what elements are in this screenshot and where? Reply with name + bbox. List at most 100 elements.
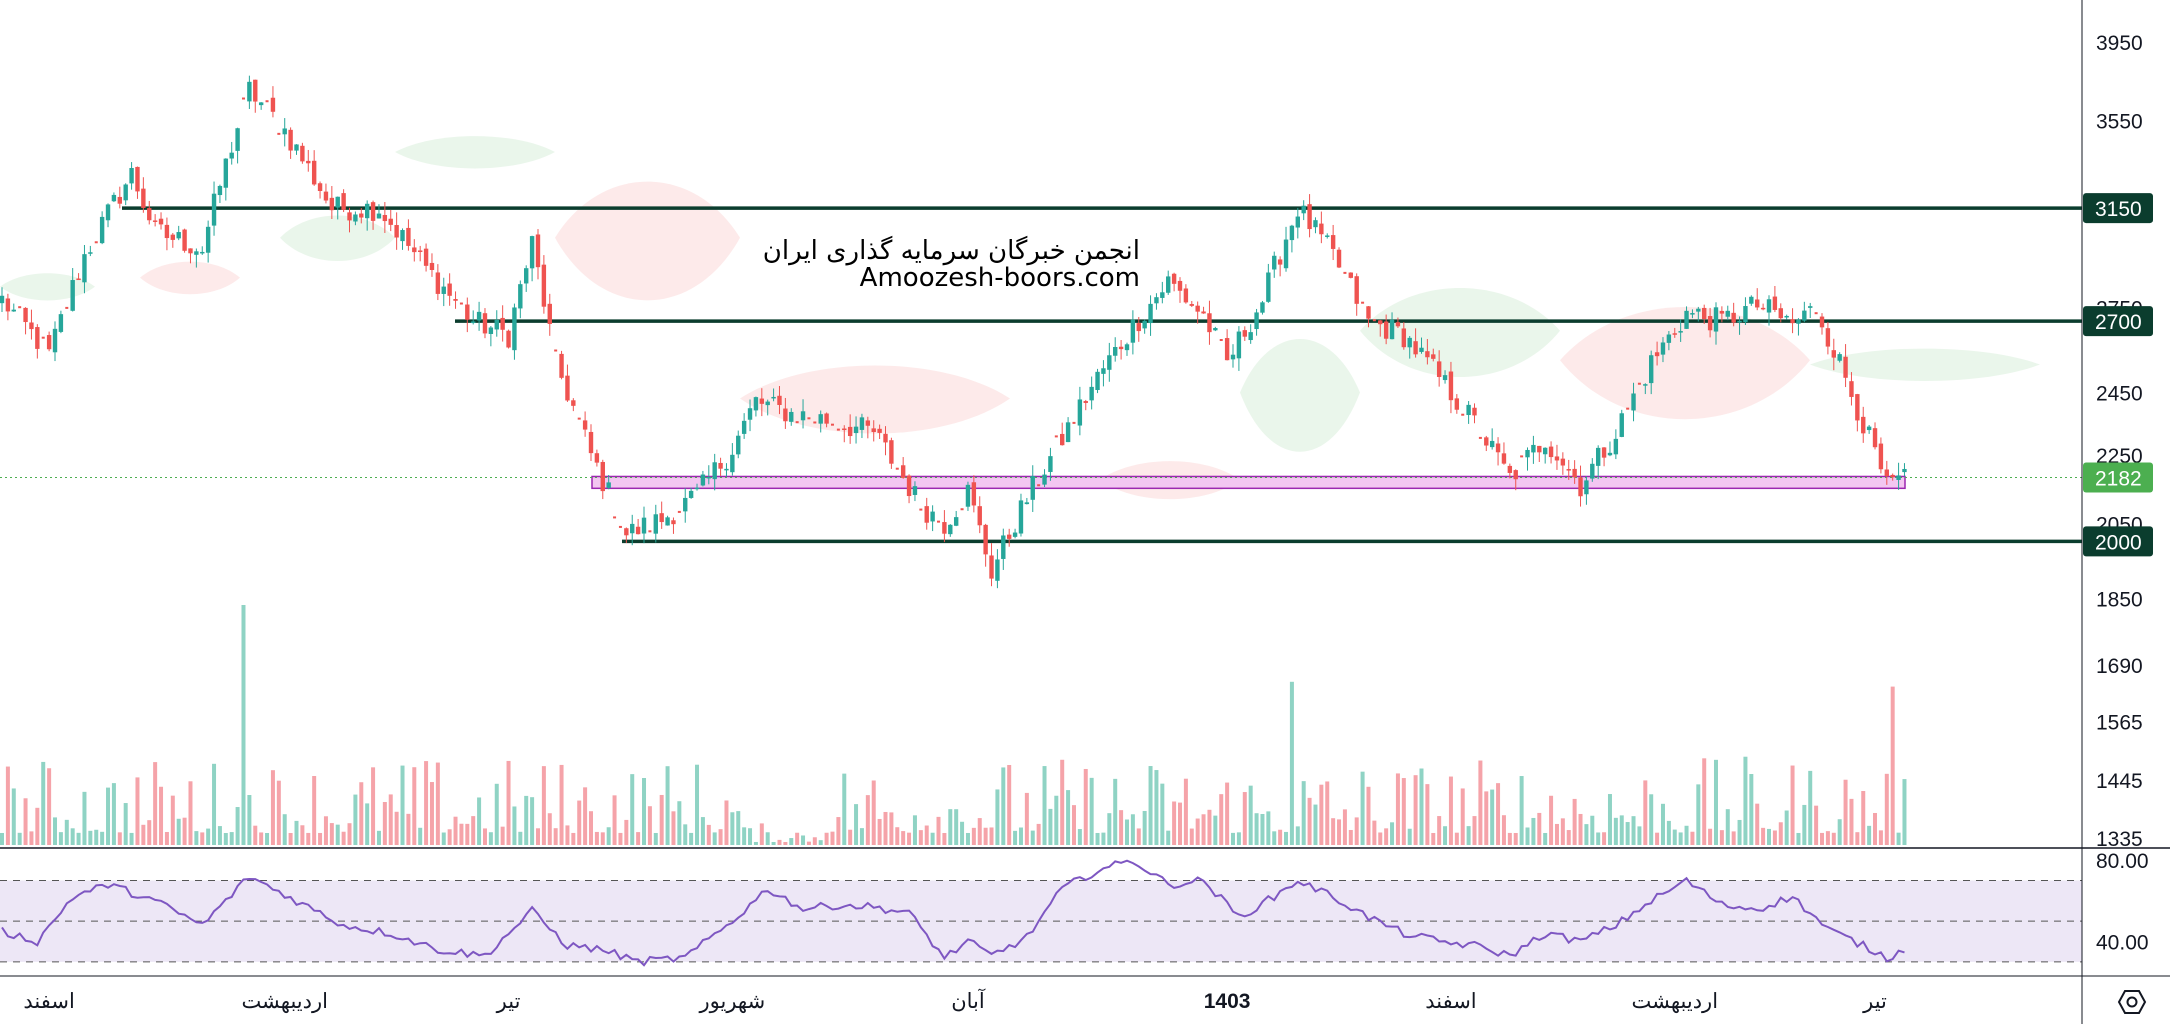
candle[interactable] <box>1784 314 1789 320</box>
candle[interactable] <box>965 481 971 511</box>
candle[interactable] <box>1843 344 1848 388</box>
candle[interactable] <box>653 504 658 543</box>
candle[interactable] <box>1590 458 1595 482</box>
candle[interactable] <box>1560 452 1566 475</box>
candle[interactable] <box>1849 372 1854 406</box>
candle[interactable] <box>205 220 211 263</box>
candle[interactable] <box>335 196 340 220</box>
candle[interactable] <box>1643 383 1648 395</box>
candle[interactable] <box>211 181 217 236</box>
candle[interactable] <box>1672 327 1677 338</box>
candle[interactable] <box>311 150 317 186</box>
candle[interactable] <box>329 186 335 220</box>
candle[interactable] <box>594 449 600 467</box>
candle[interactable] <box>1401 322 1407 350</box>
candle[interactable] <box>429 253 435 277</box>
candle[interactable] <box>1572 460 1577 484</box>
candle[interactable] <box>1637 382 1641 385</box>
candle[interactable] <box>282 118 287 147</box>
candle[interactable] <box>983 523 988 567</box>
candle[interactable] <box>712 453 717 491</box>
candle[interactable] <box>1466 401 1471 424</box>
candle[interactable] <box>1266 263 1271 303</box>
candle[interactable] <box>35 324 40 359</box>
candle[interactable] <box>147 200 152 225</box>
candle[interactable] <box>200 246 205 255</box>
candle[interactable] <box>588 424 594 462</box>
candle[interactable] <box>1171 272 1177 292</box>
candle[interactable] <box>659 501 664 529</box>
candle[interactable] <box>912 481 918 502</box>
candle[interactable] <box>459 302 463 305</box>
candle[interactable] <box>1755 288 1760 311</box>
candle[interactable] <box>1707 307 1713 338</box>
candle[interactable] <box>1778 303 1783 323</box>
candle[interactable] <box>1395 317 1401 328</box>
candle[interactable] <box>46 331 52 352</box>
candle[interactable] <box>1195 301 1200 324</box>
candle[interactable] <box>1719 306 1725 323</box>
candle[interactable] <box>1089 376 1094 410</box>
candle[interactable] <box>524 265 529 292</box>
candle[interactable] <box>942 510 947 543</box>
candle[interactable] <box>1224 329 1230 361</box>
candle[interactable] <box>1796 318 1801 336</box>
candle[interactable] <box>1631 382 1636 422</box>
candle[interactable] <box>1584 476 1589 505</box>
candle[interactable] <box>94 241 98 244</box>
candle[interactable] <box>1601 447 1607 467</box>
candle[interactable] <box>1018 493 1024 537</box>
candle[interactable] <box>1254 308 1259 336</box>
candle[interactable] <box>1743 297 1748 325</box>
candle[interactable] <box>1136 316 1141 342</box>
candle[interactable] <box>235 127 240 164</box>
candle[interactable] <box>1389 312 1395 340</box>
candle[interactable] <box>641 506 647 544</box>
candle[interactable] <box>789 408 794 426</box>
candle[interactable] <box>818 410 823 433</box>
candle[interactable] <box>1478 436 1482 439</box>
candle[interactable] <box>1213 326 1218 332</box>
candle[interactable] <box>1760 303 1766 311</box>
candle[interactable] <box>618 525 622 528</box>
candle[interactable] <box>23 307 28 335</box>
candle[interactable] <box>135 166 140 199</box>
candle[interactable] <box>1242 326 1247 341</box>
candle[interactable] <box>1861 406 1866 443</box>
candle[interactable] <box>1378 319 1383 337</box>
candle[interactable] <box>1383 314 1389 345</box>
candle[interactable] <box>718 457 723 476</box>
candle[interactable] <box>300 142 305 164</box>
candle[interactable] <box>1649 350 1654 395</box>
candle[interactable] <box>164 217 170 251</box>
candle[interactable] <box>1666 331 1672 351</box>
candle[interactable] <box>1766 295 1772 326</box>
candle[interactable] <box>341 189 346 213</box>
candle[interactable] <box>1507 463 1513 479</box>
candle[interactable] <box>400 228 405 250</box>
candle[interactable] <box>41 336 45 339</box>
candle[interactable] <box>317 181 323 199</box>
candle[interactable] <box>506 329 511 349</box>
candle[interactable] <box>1578 465 1583 507</box>
candle[interactable] <box>270 86 276 118</box>
candle[interactable] <box>11 303 16 312</box>
candle[interactable] <box>853 416 859 444</box>
candle[interactable] <box>88 245 93 257</box>
candle[interactable] <box>99 211 105 245</box>
candle[interactable] <box>435 264 441 301</box>
candle[interactable] <box>1566 459 1571 480</box>
candle[interactable] <box>1289 224 1295 253</box>
candle[interactable] <box>1855 393 1860 432</box>
candle[interactable] <box>800 399 806 429</box>
candle[interactable] <box>18 306 22 309</box>
candle[interactable] <box>871 420 876 442</box>
candle[interactable] <box>1060 422 1065 446</box>
candle[interactable] <box>1660 337 1666 363</box>
candle[interactable] <box>1825 322 1831 355</box>
candle[interactable] <box>1330 224 1336 261</box>
candle[interactable] <box>1531 435 1536 464</box>
candle[interactable] <box>1814 312 1818 315</box>
candle[interactable] <box>1236 326 1242 371</box>
candle[interactable] <box>1189 300 1194 307</box>
